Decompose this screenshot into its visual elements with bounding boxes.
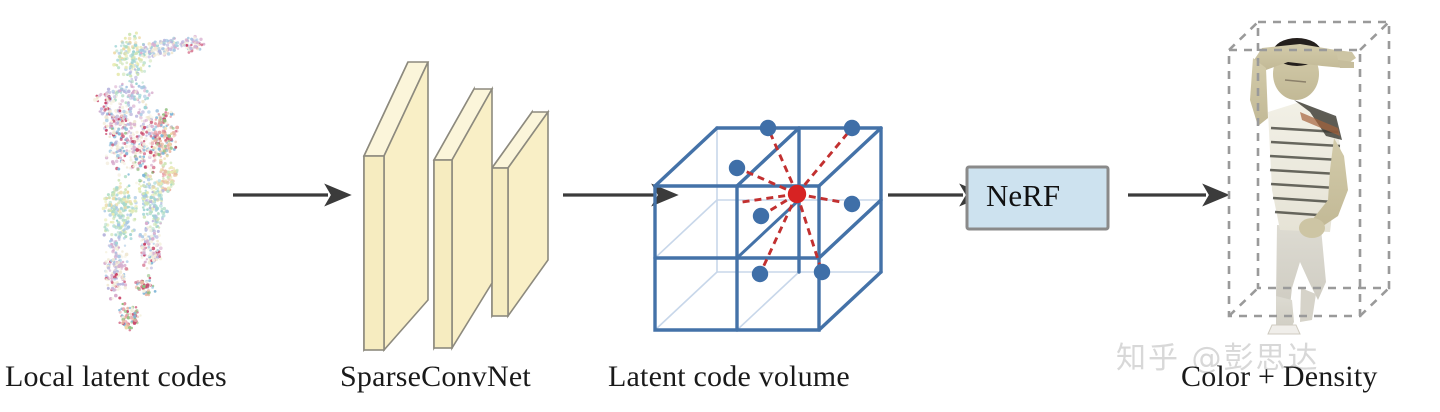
caption-sparseconvnet: SparseConvNet: [340, 360, 531, 393]
watermark: 知乎 @彭思达: [1116, 341, 1320, 376]
corner-node: [752, 207, 770, 225]
bounding-box-wireframe: [1227, 20, 1391, 318]
corner-node: [751, 265, 769, 283]
interpolation-dashed-lines: [737, 127, 854, 275]
conv-slab-2: [432, 85, 494, 351]
corner-node: [759, 119, 777, 137]
nerf-block-rect[interactable]: [965, 165, 1110, 231]
rendered-person: [1250, 38, 1356, 335]
nerf-label: NeRF: [986, 178, 1061, 213]
query-point-node: [787, 184, 807, 204]
cube-corner-nodes: [728, 119, 861, 283]
corner-node: [843, 195, 861, 213]
corner-node: [813, 263, 831, 281]
conv-slab-3: [490, 109, 550, 319]
nerf-block[interactable]: [965, 165, 1110, 231]
caption-color-density: Color + Density: [1181, 360, 1378, 393]
latent-code-volume-cube: [653, 119, 883, 332]
corner-node: [843, 119, 861, 137]
caption-local-latent-codes: Local latent codes: [5, 360, 227, 393]
corner-node: [728, 159, 746, 177]
point-cloud-figure: [93, 31, 206, 332]
conv-slab-1: [362, 61, 430, 353]
rendered-output: [1227, 20, 1391, 335]
sparseconvnet-slabs: [362, 61, 550, 353]
caption-latent-code-volume: Latent code volume: [608, 360, 850, 393]
